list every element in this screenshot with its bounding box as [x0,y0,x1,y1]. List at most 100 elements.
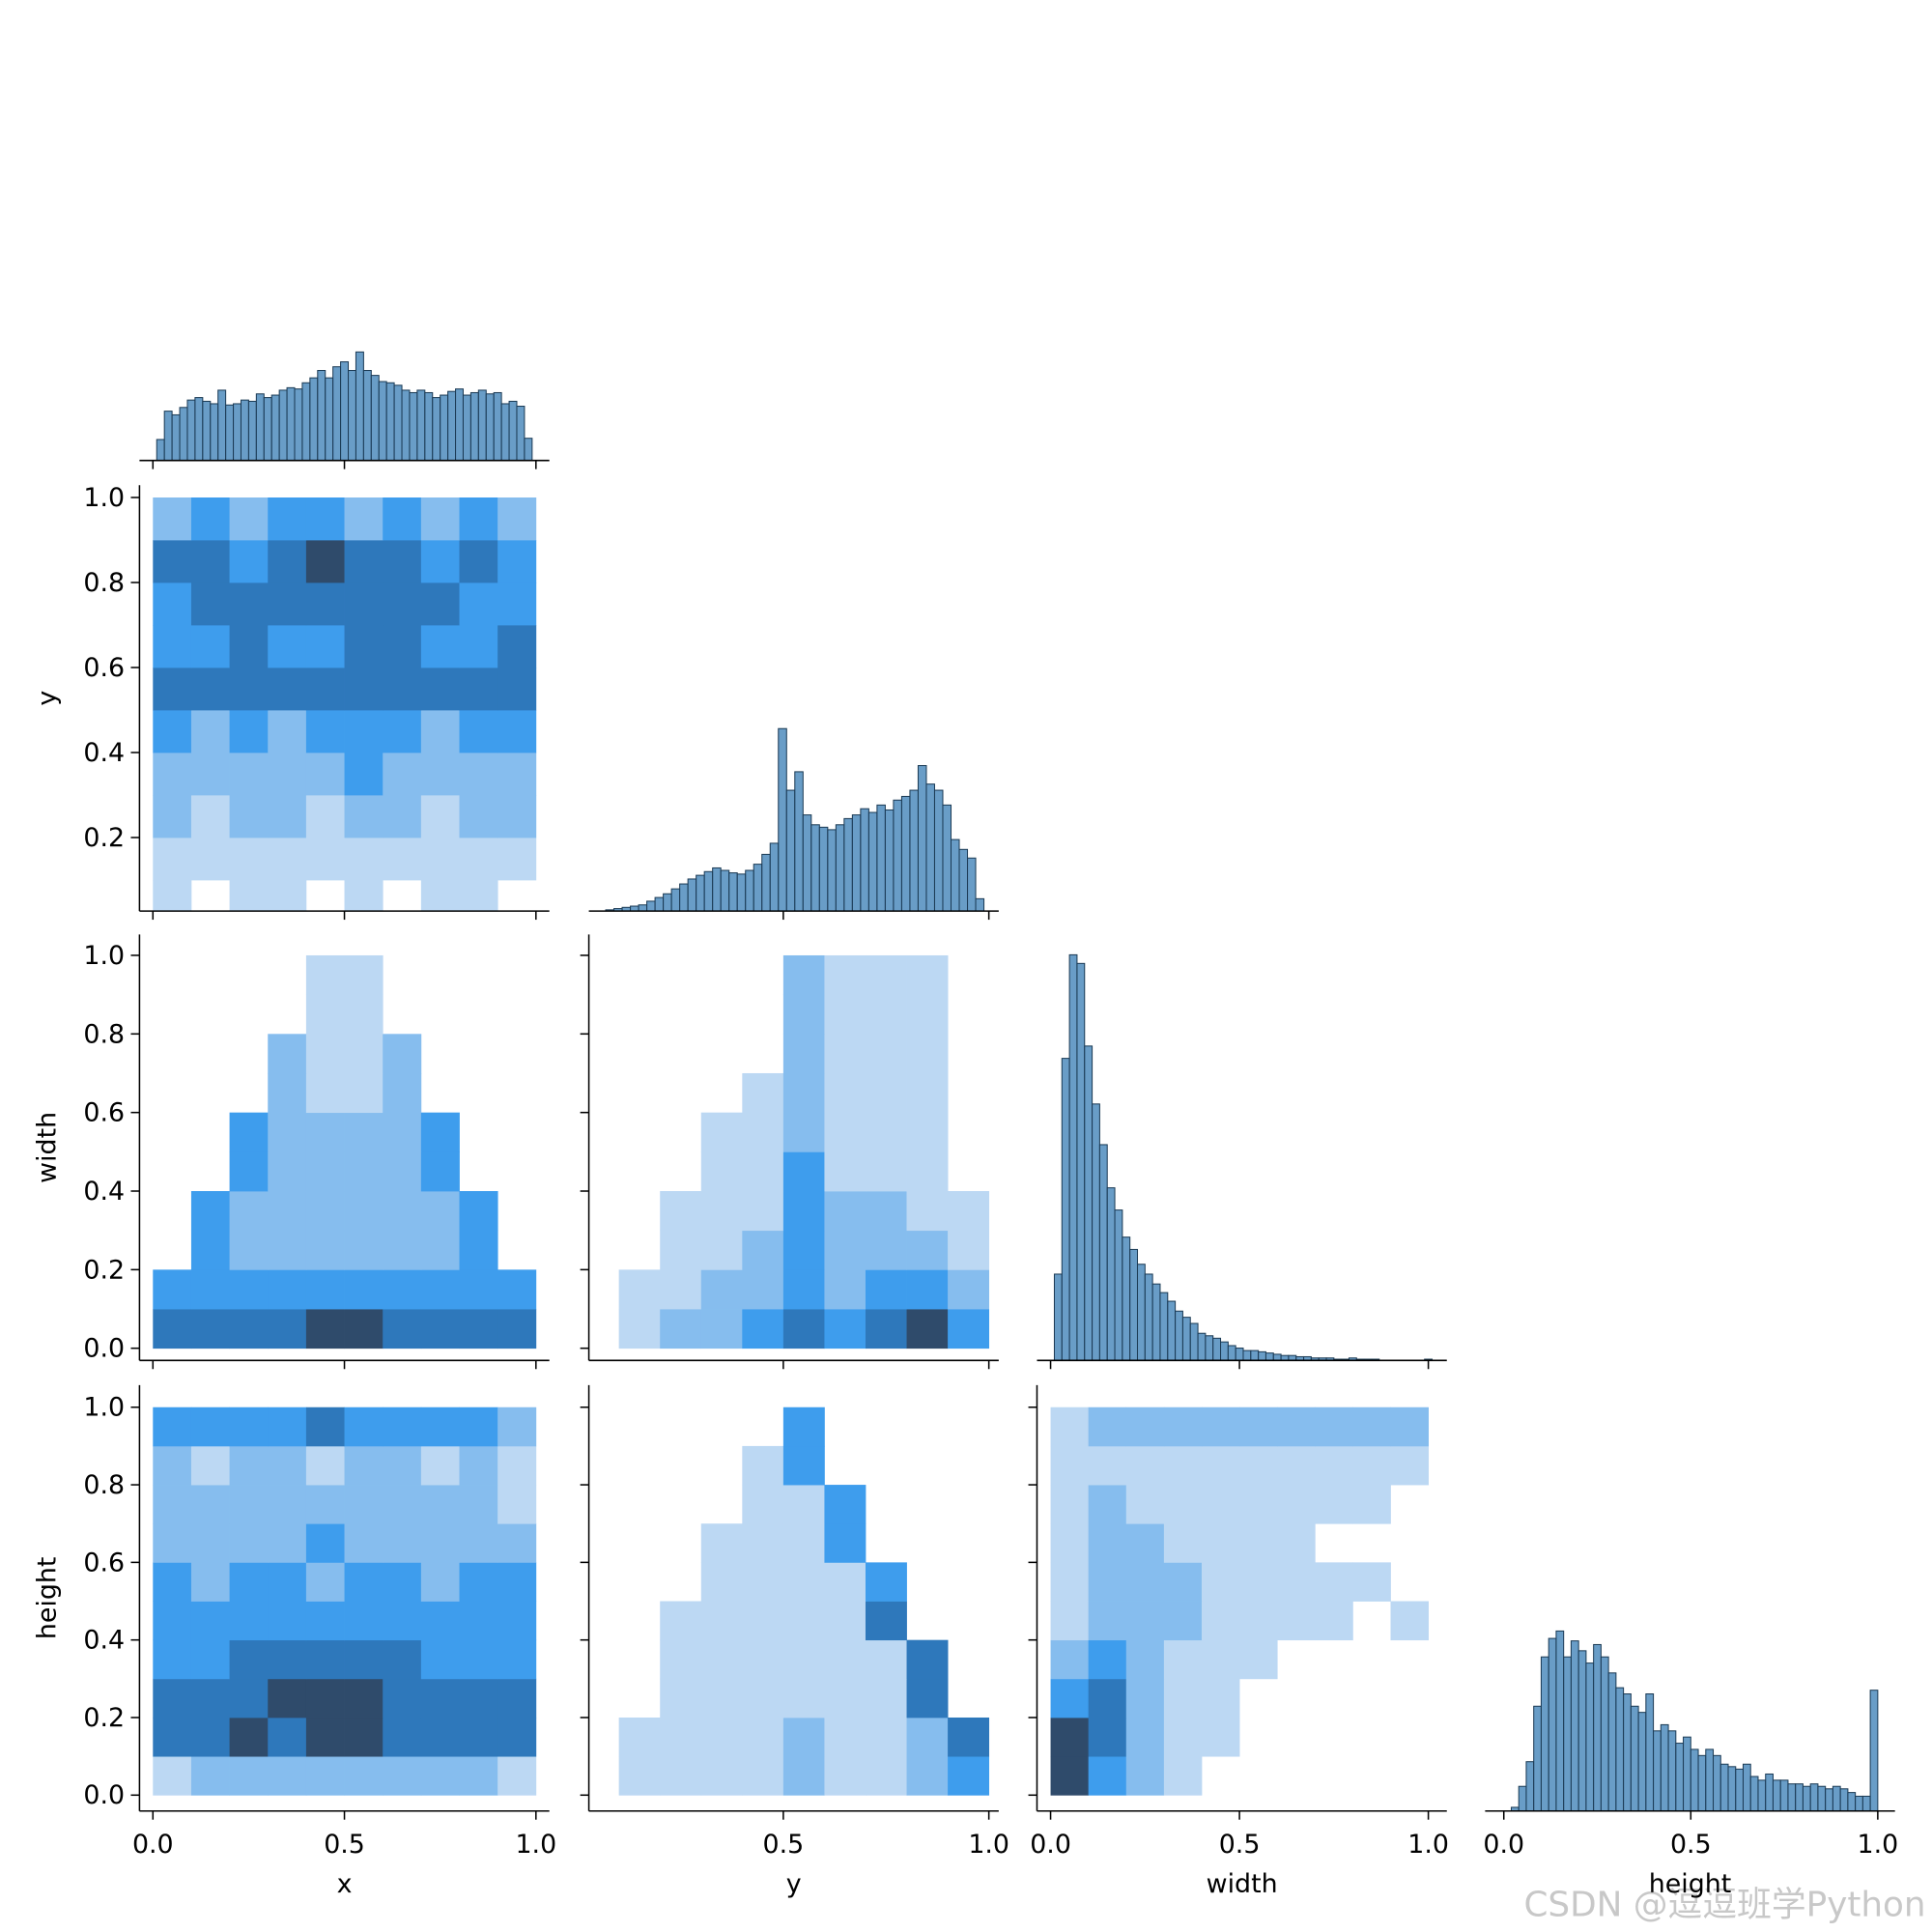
bar [1084,1045,1094,1361]
watermark: CSDN @逗逗班学Python [1523,1885,1925,1924]
heat-cell [1088,1756,1127,1796]
heat-cell [1315,1445,1353,1486]
heat-cell [344,668,384,711]
heat-cell [344,954,384,996]
heat-cell [383,1562,422,1602]
marks [605,727,985,912]
bar [867,811,878,912]
heat-cell [948,1717,990,1757]
heat-cell [865,1112,907,1152]
bar [679,883,689,912]
heat-cell [190,1717,230,1757]
heat-cell [1277,1445,1316,1486]
heat-cell [383,995,421,1035]
bar [278,389,288,461]
heat-cell [268,1309,307,1350]
heat-cell [153,1231,191,1270]
bar [210,403,219,461]
heat-cell [420,753,460,796]
heat-cell [268,1639,307,1680]
heat-cell [153,1523,192,1563]
heat-cell [1163,1756,1203,1796]
heat-cell [907,1523,949,1563]
heat-cell [420,710,460,753]
heat-cell [153,1678,192,1719]
heat-cell [1201,1485,1240,1524]
heat-cell [619,1523,661,1563]
bar [163,411,173,461]
heat-cell [865,1639,907,1680]
heat-cell [824,1756,867,1796]
heat-cell [305,1269,345,1310]
heat-cell [459,1191,498,1232]
bar [493,391,502,461]
heat-cell [305,753,345,796]
heat-cell [948,1407,989,1447]
heat-cell [907,1602,949,1641]
heat-cell [420,1756,460,1796]
heat-cell [268,1230,307,1270]
heat-cell [229,1230,269,1270]
heat-cell [229,1717,269,1757]
heat-cell [305,795,345,838]
bar [1713,1754,1721,1811]
bar [500,403,510,461]
heat-cell [1088,1678,1127,1719]
panel: 0.0 0.2 0.4 0.6 0.8 1.0 height 0.0 0.5 1.0 x [33,1384,556,1899]
y-tick-label: 0.2 [83,823,125,853]
bar [477,389,487,461]
heat-cell [1125,1562,1165,1602]
heat-cell [948,1485,989,1524]
bar [1615,1687,1625,1811]
bar [247,400,257,461]
heat-cell [660,1230,702,1270]
heat-cell [459,1756,498,1796]
heat-cell [153,838,192,881]
heat-cell [865,994,907,1035]
heat-cell [268,995,306,1035]
heat-cell [948,1523,989,1563]
heat-cell [660,1269,702,1310]
heat-cell [459,1562,498,1602]
heat-cell [344,1191,384,1232]
heat-cell [906,1756,949,1796]
y-tick-label: 0.0 [83,1780,125,1810]
heat-cell [1088,1717,1127,1757]
heat-cell [1239,1523,1278,1563]
heat-cell [229,1269,269,1310]
heat-cell [190,795,230,838]
heat-cell [383,753,422,796]
y-axis-label: y [33,691,63,706]
heat-cell [268,1756,307,1796]
heat-cell [459,880,498,912]
heat-cell [1390,1562,1428,1602]
heat-cell [344,1678,384,1719]
heat-cell [660,1151,701,1191]
heat-cell [421,1073,460,1113]
heat-cell [268,1072,307,1114]
heat-cell [742,1523,784,1563]
bar [1555,1630,1565,1811]
heat-cell [497,497,537,541]
heat-cell [190,1445,230,1486]
heat-cell [1201,1562,1240,1602]
x-tick-label: 1.0 [515,1830,556,1860]
bar [670,888,681,912]
heat-cell [1239,1679,1277,1719]
heat-cell [421,1034,460,1073]
heat-cell [578,1446,619,1486]
heat-cell [742,1407,783,1447]
heat-cell [700,1639,743,1680]
heat-cell [305,1678,345,1719]
heat-cell [824,1072,867,1114]
heat-cell [742,1601,784,1641]
bar [332,366,342,461]
heat-cell [1277,1679,1315,1719]
heat-cell [700,1230,743,1270]
heat-cell [1163,1406,1203,1447]
bar [1795,1783,1804,1811]
heat-cell [1201,1601,1240,1641]
heat-cell [660,1034,701,1073]
bar [696,874,705,912]
